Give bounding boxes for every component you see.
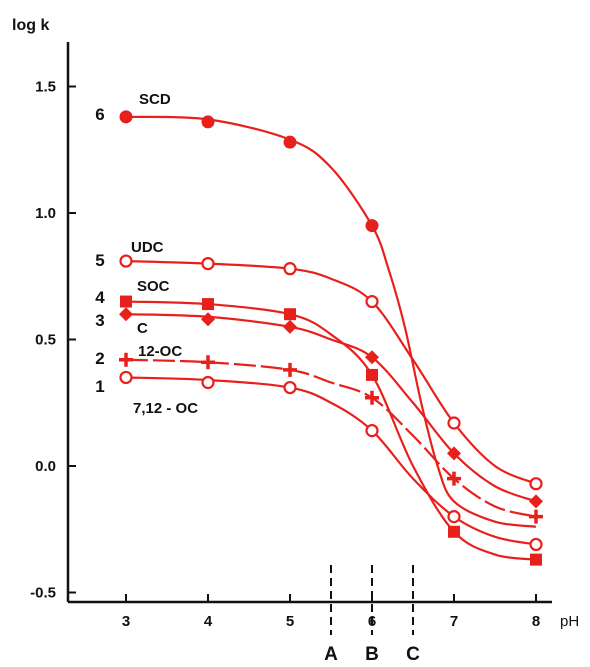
- data-point: [202, 298, 214, 311]
- data-point: [529, 509, 543, 524]
- reference-label-c: C: [406, 644, 420, 665]
- series-name-label: SOC: [137, 278, 170, 295]
- data-point: [366, 368, 378, 381]
- y-tick-label: 1.5: [35, 79, 56, 96]
- series-number-label: 3: [95, 311, 104, 330]
- axes: [66, 42, 552, 604]
- data-point: [283, 380, 297, 395]
- data-point: [447, 471, 461, 486]
- y-tick-label: 0.0: [35, 458, 56, 475]
- series-labels: 6 SCD 5 UDC 4 SOC 3 C 2 12-OC 1 7,12 - OC: [95, 91, 198, 417]
- series-name-label: 7,12 - OC: [133, 400, 198, 417]
- data-point: [365, 390, 379, 405]
- data-point: [201, 355, 215, 370]
- data-point: [365, 219, 379, 233]
- data-point: [447, 416, 461, 430]
- x-axis-label: pH: [560, 613, 579, 630]
- series-line-1: [125, 376, 537, 546]
- data-point: [283, 135, 297, 149]
- data-point: [201, 257, 215, 271]
- data-point: [201, 375, 215, 390]
- data-point: [365, 423, 379, 438]
- series-curves: [125, 115, 537, 561]
- data-point: [201, 312, 215, 327]
- series-number-label: 6: [95, 105, 104, 124]
- data-point: [447, 446, 461, 461]
- y-tick-label: 0.5: [35, 332, 56, 349]
- series-number-label: 5: [95, 251, 104, 270]
- data-point: [120, 295, 132, 308]
- data-point: [365, 350, 379, 365]
- x-tick-label: 7: [450, 613, 458, 630]
- y-tick-label: -0.5: [30, 585, 56, 602]
- series-name-label: 12-OC: [138, 343, 182, 360]
- data-point: [284, 308, 296, 321]
- series-number-label: 2: [95, 349, 104, 368]
- series-name-label: C: [137, 320, 148, 337]
- data-point: [529, 477, 543, 491]
- data-point: [365, 294, 379, 309]
- x-tick-label: 3: [122, 613, 130, 630]
- series-line-2: [125, 358, 537, 518]
- series-markers: [119, 110, 543, 566]
- data-point: [119, 307, 133, 322]
- y-axis-label: log k: [12, 17, 49, 34]
- data-point: [283, 362, 297, 377]
- data-point: [201, 115, 215, 129]
- x-tick-label: 5: [286, 613, 294, 630]
- data-point: [529, 494, 543, 509]
- reference-label-a: A: [324, 644, 338, 665]
- x-tick-label: 6: [368, 613, 376, 630]
- data-point: [119, 110, 133, 124]
- axis-ticks: 1.5 1.0 0.5 0.0 -0.5 3 4 5 6 7 8: [30, 79, 540, 631]
- data-point: [119, 370, 133, 385]
- data-point: [447, 509, 461, 524]
- series-line-6: [125, 115, 537, 528]
- data-point: [283, 319, 297, 334]
- data-point: [448, 525, 460, 538]
- data-point: [283, 262, 297, 276]
- data-point: [119, 352, 133, 367]
- reference-label-b: B: [365, 644, 379, 665]
- data-point: [119, 254, 133, 268]
- data-point: [529, 537, 543, 552]
- series-line-5: [125, 259, 537, 485]
- series-number-label: 1: [95, 377, 104, 396]
- series-name-label: SCD: [139, 91, 171, 108]
- data-point: [530, 553, 542, 566]
- x-tick-label: 4: [204, 613, 213, 630]
- series-number-label: 4: [95, 288, 105, 307]
- reference-lines: A B C: [324, 565, 420, 665]
- y-tick-label: 1.0: [35, 205, 56, 222]
- series-name-label: UDC: [131, 239, 164, 256]
- x-tick-label: 8: [532, 613, 540, 630]
